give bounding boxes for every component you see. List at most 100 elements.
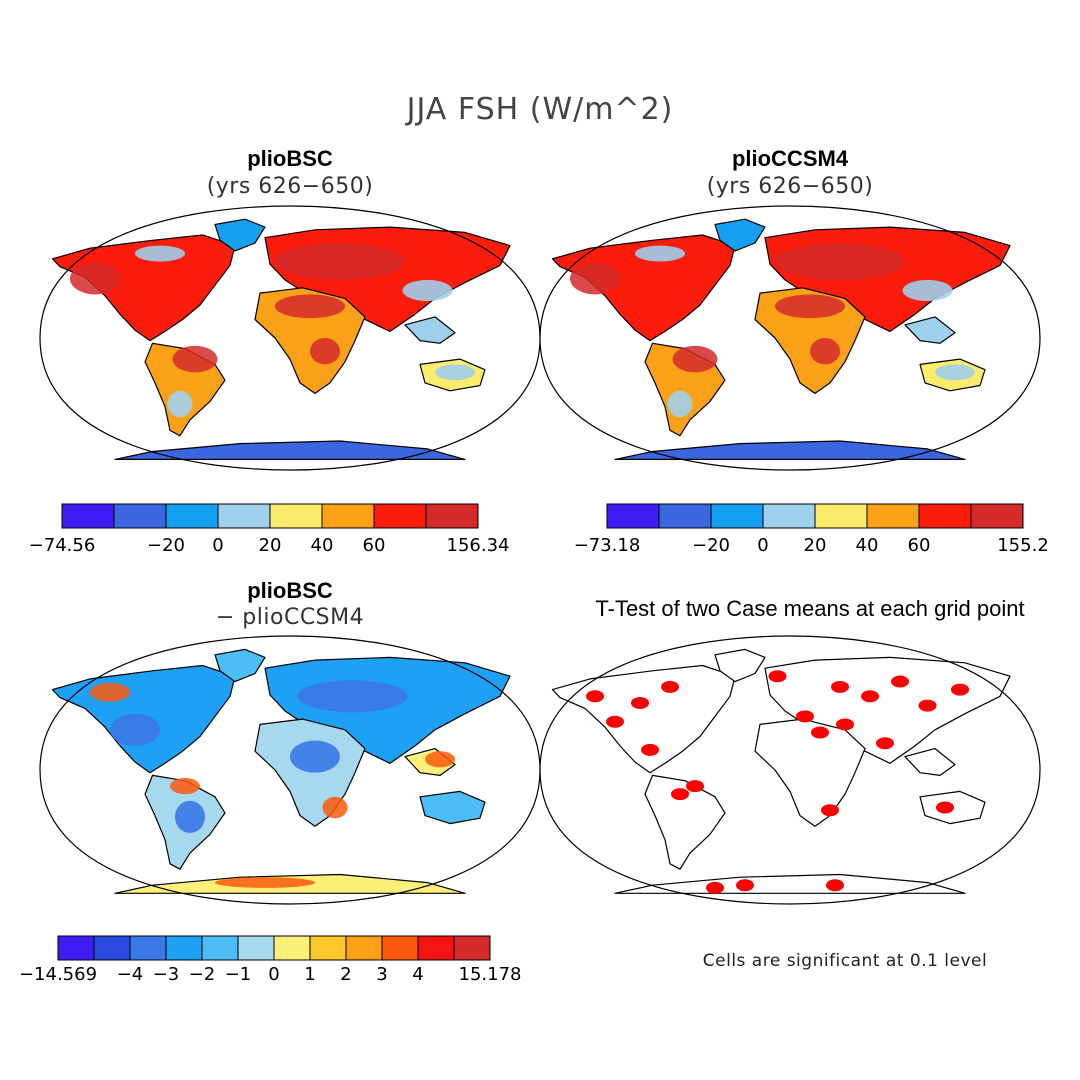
colorbar-swatch — [165, 935, 203, 961]
colorbar-swatch — [453, 935, 491, 961]
hot-region — [810, 338, 840, 365]
significance-note: Cells are significant at 0.1 level — [702, 951, 988, 971]
landmass-an — [614, 873, 966, 894]
colorbar-swatch — [273, 935, 311, 961]
significant-cell — [951, 683, 969, 696]
colorbar-swatch — [309, 935, 347, 961]
hot-region — [70, 262, 120, 295]
panel2-subtitle: (yrs 626−650) — [706, 174, 874, 199]
significant-cell — [826, 879, 844, 892]
significant-cell — [796, 710, 814, 723]
colorbar-tick-label: 0 — [757, 535, 769, 556]
cool-region — [402, 279, 453, 302]
colorbar-tick-label: 2 — [340, 964, 352, 985]
landmass-se — [904, 316, 956, 344]
colorbar-tick-label: 40 — [855, 535, 879, 556]
colorbar-swatch — [762, 503, 816, 529]
colorbar-tick-label: 156.34 — [446, 535, 510, 556]
colorbar-tick-label: −4 — [116, 964, 144, 985]
colorbar-swatch — [417, 935, 455, 961]
hot-region — [775, 242, 905, 280]
significant-cell — [736, 879, 754, 892]
colorbar-tick-label: 20 — [803, 535, 827, 556]
colorbar-swatch — [970, 503, 1024, 529]
colorbar-swatch — [165, 503, 219, 529]
hot-region — [172, 345, 218, 373]
colorbar-swatch — [217, 503, 271, 529]
colorbar-swatch — [201, 935, 239, 961]
colorbar-swatch — [129, 935, 167, 961]
colorbar-swatch — [57, 935, 95, 961]
significant-cell — [821, 804, 839, 817]
landmass-an — [114, 440, 466, 460]
colorbar-1 — [61, 503, 479, 529]
significant-cell — [631, 697, 649, 709]
landmass-sa — [644, 774, 726, 870]
landmass-au — [419, 790, 486, 825]
colorbar-tick-label: −20 — [147, 535, 185, 556]
colorbar-tick-label: −74.56 — [28, 535, 96, 556]
colorbar-3 — [57, 935, 491, 961]
landmass-gr — [214, 218, 266, 252]
significant-cell — [936, 801, 954, 814]
positive-region — [90, 682, 130, 702]
map-panel-1 — [39, 205, 541, 471]
panel1-subtitle: (yrs 626−650) — [206, 174, 374, 199]
cool-region — [935, 364, 975, 381]
hot-region — [310, 338, 340, 365]
panel4-title: T-Test of two Case means at each grid po… — [595, 596, 1025, 621]
map-panel-3 — [39, 635, 541, 905]
map-panel-2 — [539, 205, 1041, 471]
significant-cell — [661, 680, 679, 693]
colorbar-swatch — [373, 503, 427, 529]
landmass-an — [614, 440, 966, 460]
positive-region — [170, 778, 200, 795]
colorbar-tick-label: 60 — [907, 535, 931, 556]
cool-region — [135, 245, 185, 262]
panel3-title: plioBSC — [247, 578, 333, 603]
negative-region — [297, 680, 408, 713]
colorbar-tick-label: −1 — [224, 964, 252, 985]
significant-cell — [606, 715, 624, 728]
cool-region — [167, 390, 193, 418]
cool-region — [667, 390, 693, 418]
cool-region — [902, 279, 953, 302]
positive-region — [322, 796, 348, 819]
map-border — [539, 205, 1041, 471]
colorbar-tick-label: 60 — [362, 535, 386, 556]
hot-region — [570, 262, 620, 295]
colorbar-swatch — [606, 503, 660, 529]
significant-cell — [768, 670, 787, 683]
landmass-af — [254, 287, 366, 394]
hot-region — [275, 294, 345, 319]
hot-region — [275, 242, 405, 280]
page-title: JJA FSH (W/m^2) — [406, 92, 674, 127]
colorbar-swatch — [345, 935, 383, 961]
colorbar-2 — [606, 503, 1024, 529]
significant-cell — [706, 881, 724, 894]
significant-cell — [641, 743, 659, 756]
cool-region — [435, 364, 475, 381]
cool-region — [635, 245, 685, 262]
negative-region — [110, 713, 160, 746]
landmass-gr — [714, 218, 766, 252]
colorbar-tick-label: 20 — [258, 535, 282, 556]
colorbar-swatch — [113, 503, 167, 529]
colorbar-tick-label: 155.2 — [997, 535, 1049, 556]
colorbar-swatch — [658, 503, 712, 529]
hot-region — [672, 345, 718, 373]
colorbar-tick-label: 15.178 — [458, 964, 522, 985]
colorbar-swatch — [425, 503, 479, 529]
significant-cell — [831, 680, 849, 693]
colorbar-tick-label: 1 — [304, 964, 316, 985]
colorbar-tick-label: −73.18 — [573, 535, 641, 556]
hot-region — [775, 294, 845, 319]
colorbar-swatch — [269, 503, 323, 529]
significant-cell — [671, 788, 689, 801]
map-panel-4 — [539, 635, 1041, 905]
panel2-title: plioCCSM4 — [731, 146, 849, 171]
landmass-gr — [214, 648, 266, 683]
colorbar-swatch — [814, 503, 868, 529]
colorbar-swatch — [918, 503, 972, 529]
